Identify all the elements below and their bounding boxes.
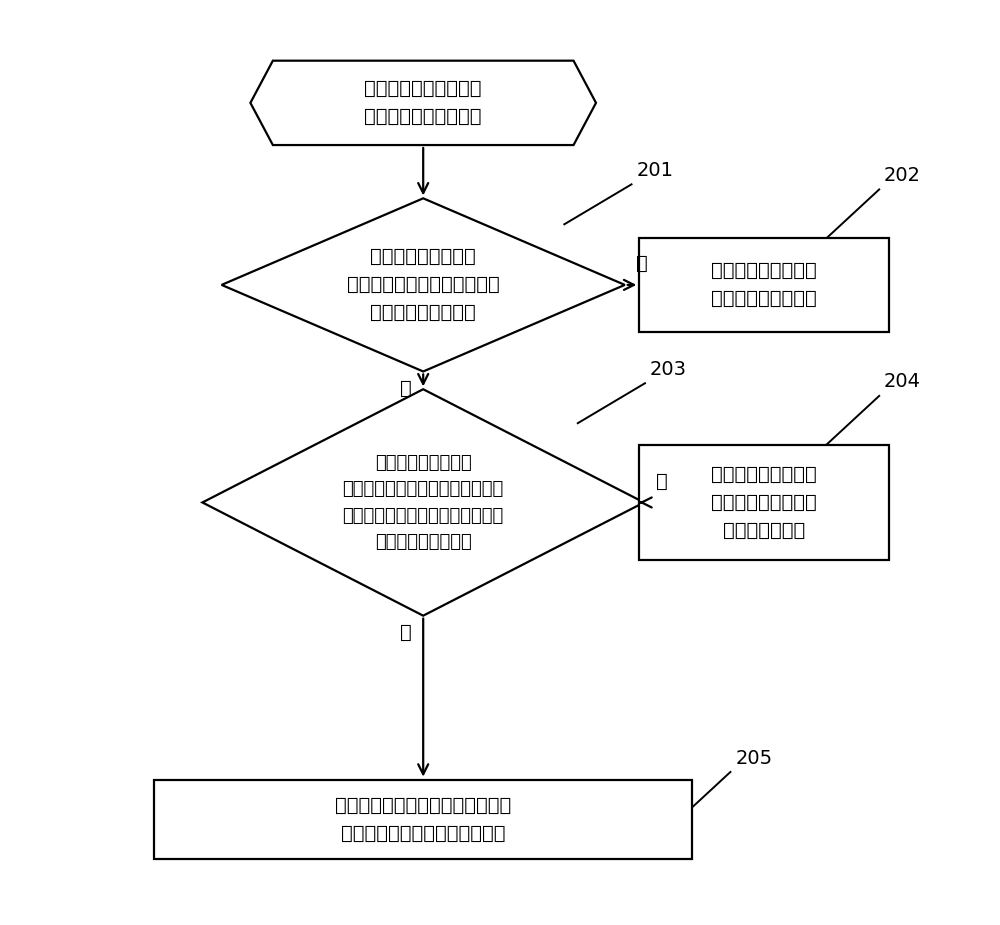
Polygon shape	[222, 198, 625, 372]
Text: 203: 203	[650, 360, 687, 379]
Text: 202: 202	[884, 166, 921, 185]
FancyBboxPatch shape	[154, 780, 692, 859]
Text: 否: 否	[400, 378, 412, 398]
Text: 204: 204	[884, 373, 921, 391]
Text: 车辆处于启动状态或者
加速状态或者爬坡状态: 车辆处于启动状态或者 加速状态或者爬坡状态	[364, 80, 482, 127]
Text: 由超级电容、蓄电池与太阳能电池
共同向车辆的牵引电机提供电能: 由超级电容、蓄电池与太阳能电池 共同向车辆的牵引电机提供电能	[335, 796, 511, 843]
Text: 205: 205	[735, 748, 772, 768]
Text: 否: 否	[400, 623, 412, 642]
Text: 201: 201	[636, 161, 673, 179]
FancyBboxPatch shape	[639, 239, 889, 331]
Text: 由太阳能电池向车辆
的牵引电机提供电能: 由太阳能电池向车辆 的牵引电机提供电能	[711, 262, 817, 308]
Polygon shape	[250, 61, 596, 145]
Text: 是: 是	[636, 254, 648, 274]
Text: 太阳能电池所能提供
的最大功率是否大于或等于牵
引电机所需驱动功率: 太阳能电池所能提供 的最大功率是否大于或等于牵 引电机所需驱动功率	[347, 247, 500, 323]
Text: 超级电容所能提供的
最大功率是否大于或等于牵引电机
所需驱动功率与太阳能电池所能提
供的最大功率的差值: 超级电容所能提供的 最大功率是否大于或等于牵引电机 所需驱动功率与太阳能电池所能…	[343, 454, 504, 551]
Polygon shape	[202, 389, 644, 616]
Text: 是: 是	[656, 472, 667, 491]
Text: 由超级电容与太阳能
电池共同向车辆的牵
引电机提供电能: 由超级电容与太阳能 电池共同向车辆的牵 引电机提供电能	[711, 465, 817, 540]
FancyBboxPatch shape	[639, 445, 889, 561]
